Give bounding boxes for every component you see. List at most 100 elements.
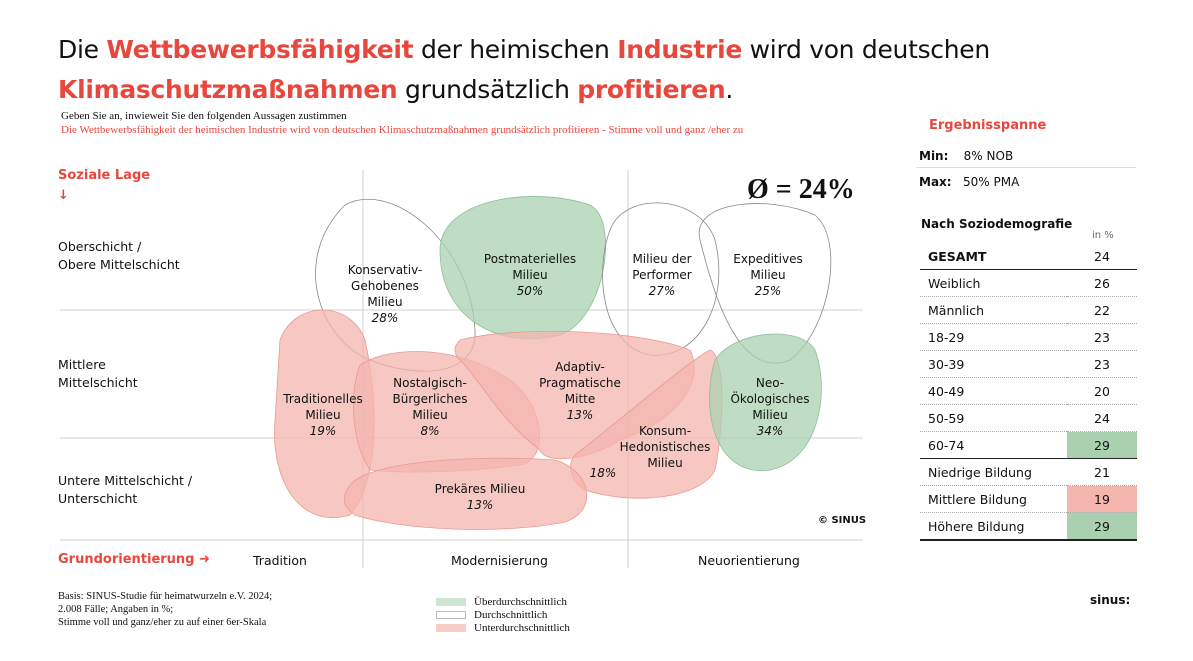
milieu-label-pf: Milieu der Performer 27% <box>632 251 691 299</box>
milieu-name: Konservativ- <box>347 263 423 277</box>
milieu-shape-pm <box>439 196 607 340</box>
milieu-label-nb: Nostalgisch- Bürgerliches Milieu 8% <box>393 375 468 439</box>
legend-swatch-above <box>436 598 466 607</box>
row-value: 29 <box>1067 512 1137 541</box>
row-value: 23 <box>1067 323 1137 351</box>
row-label: 50-59 <box>920 404 1067 432</box>
row-label-oberschicht: Oberschicht / Obere Mittelschicht <box>58 239 180 272</box>
legend-swatch-average <box>436 611 466 620</box>
milieu-value: 27% <box>648 284 676 298</box>
milieu-name: Pragmatische <box>539 376 621 390</box>
milieu-value: 18% <box>589 466 617 480</box>
max-row: Max: 50% PMA <box>919 175 1020 189</box>
row-value: 22 <box>1067 296 1137 324</box>
milieu-name: Neo- <box>755 376 785 390</box>
table-row: 18-29 23 <box>920 323 1137 351</box>
milieu-name: Bürgerliches <box>392 392 468 406</box>
milieu-label-kh: Konsum- Hedonistisches Milieu 18% <box>590 423 711 480</box>
row-label: 40-49 <box>920 377 1067 405</box>
row-label: Höhere Bildung <box>920 512 1067 541</box>
milieu-name: Milieu <box>750 268 786 282</box>
basis-note: Basis: SINUS-Studie für heimatwurzeln e.… <box>58 591 273 628</box>
milieu-name: Mitte <box>564 392 596 406</box>
row-label-untere: Untere Mittelschicht / Unterschicht <box>58 473 193 506</box>
row-label: Mittlere Bildung <box>920 485 1067 513</box>
x-category: Modernisierung <box>451 553 548 568</box>
row-label: GESAMT <box>920 243 1067 270</box>
legend-item: Durchschnittlich <box>436 609 570 622</box>
row-label: 60-74 <box>920 431 1067 459</box>
statement-text: Die Wettbewerbsfähigkeit der heimischen … <box>61 124 744 136</box>
legend-item: Unterdurchschnittlich <box>436 622 570 635</box>
divider <box>916 167 1136 168</box>
milieu-name: Adaptiv- <box>555 360 605 374</box>
milieu-name: Hedonistisches <box>619 440 711 454</box>
question-text: Geben Sie an, inwieweit Sie den folgende… <box>61 110 347 122</box>
legend: Überdurchschnittlich Durchschnittlich Un… <box>436 596 570 635</box>
milieu-label-tr: Traditionelles Milieu 19% <box>283 391 362 439</box>
milieu-value: 8% <box>420 424 440 438</box>
y-axis-label: Soziale Lage <box>58 168 151 183</box>
unit-label: in % <box>1092 230 1114 241</box>
row-value: 20 <box>1067 377 1137 405</box>
milieu-name: Prekäres Milieu <box>434 482 526 496</box>
milieu-value: 50% <box>516 284 544 298</box>
row-value: 29 <box>1067 431 1137 459</box>
x-category: Tradition <box>253 553 307 568</box>
table-row: 40-49 20 <box>920 377 1137 405</box>
milieu-name: Milieu <box>752 408 788 422</box>
table-row: GESAMT 24 <box>920 243 1137 270</box>
table-row: Mittlere Bildung 19 <box>920 485 1137 513</box>
table-row: Weiblich 26 <box>920 269 1137 297</box>
sinus-logo: sinus: <box>1090 593 1131 607</box>
milieu-value: 25% <box>754 284 782 298</box>
milieu-value: 28% <box>371 311 399 325</box>
milieu-shape-pf <box>602 202 720 356</box>
arrow-down-icon: ↓ <box>58 188 69 203</box>
table-row: 50-59 24 <box>920 404 1137 432</box>
row-label: 18-29 <box>920 323 1067 351</box>
row-label: Weiblich <box>920 269 1067 297</box>
ergebnisspanne-title: Ergebnisspanne <box>929 118 1047 133</box>
milieu-name: Expeditives <box>733 252 803 266</box>
milieu-name: Milieu <box>512 268 548 282</box>
row-label: Niedrige Bildung <box>920 458 1067 486</box>
table-row: Männlich 22 <box>920 296 1137 324</box>
milieu-value: 13% <box>566 408 594 422</box>
table-row: 60-74 29 <box>920 431 1137 459</box>
arrow-right-icon: ➜ <box>199 552 210 567</box>
page-title: Die Wettbewerbsfähigkeit der heimischen … <box>58 35 990 104</box>
x-category: Neuorientierung <box>698 553 800 568</box>
row-value: 23 <box>1067 350 1137 378</box>
milieu-shape-no <box>709 333 822 471</box>
milieu-name: Milieu <box>305 408 341 422</box>
milieu-name: Milieu <box>647 456 683 470</box>
table-row: 30-39 23 <box>920 350 1137 378</box>
socio-table: GESAMT 24 Weiblich 26 Männlich 22 18-29 23 30-39… <box>920 243 1137 541</box>
milieu-name: Ökologisches <box>730 392 810 406</box>
milieu-name: Gehobenes <box>351 279 419 293</box>
milieu-name: Performer <box>632 268 692 282</box>
milieu-shape-pr <box>343 457 588 530</box>
milieu-value: 13% <box>466 498 494 512</box>
table-row: Höhere Bildung 29 <box>920 512 1137 541</box>
legend-swatch-below <box>436 624 466 633</box>
legend-item: Überdurchschnittlich <box>436 596 570 609</box>
milieu-label-ap: Adaptiv- Pragmatische Mitte 13% <box>539 359 621 423</box>
milieu-label-ex: Expeditives Milieu 25% <box>733 251 802 299</box>
min-row: Min: 8% NOB <box>919 149 1014 163</box>
row-value: 24 <box>1067 243 1137 270</box>
milieu-label-no: Neo- Ökologisches Milieu 34% <box>730 375 809 439</box>
row-value: 21 <box>1067 458 1137 486</box>
milieu-label-pr: Prekäres Milieu 13% <box>435 481 526 513</box>
milieu-name: Konsum- <box>638 424 692 438</box>
x-axis-label: Grundorientierung ➜ <box>58 552 210 567</box>
milieu-name: Traditionelles <box>283 392 363 406</box>
milieu-value: 19% <box>309 424 337 438</box>
row-label-mittlere: Mittlere Mittelschicht <box>58 357 138 390</box>
milieu-name: Milieu der <box>632 252 692 266</box>
row-value: 19 <box>1067 485 1137 513</box>
milieu-label-pm: Postmaterielles Milieu 50% <box>484 251 576 299</box>
row-value: 24 <box>1067 404 1137 432</box>
